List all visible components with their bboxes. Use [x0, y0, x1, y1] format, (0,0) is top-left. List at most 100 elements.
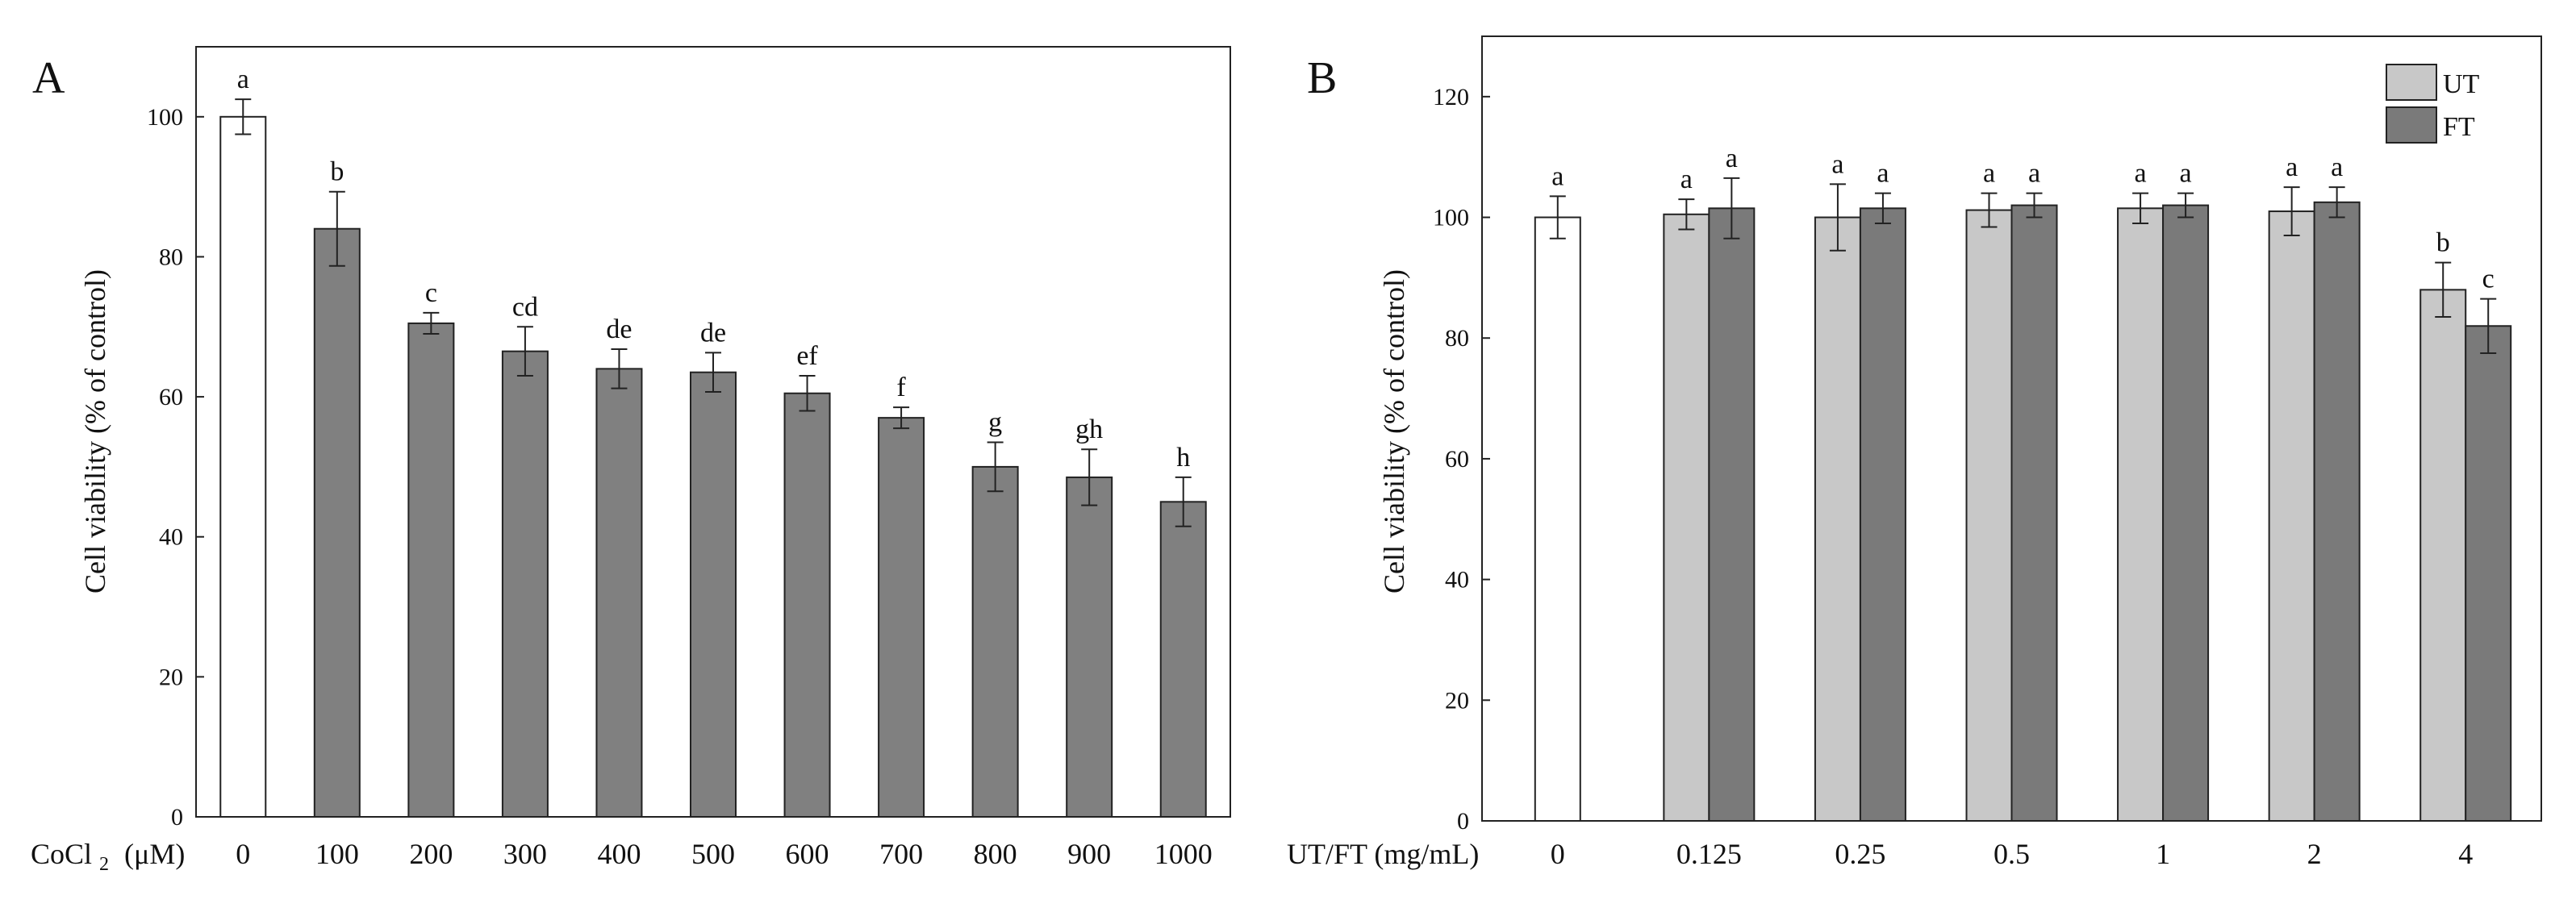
panel-b-bar-ut — [2419, 289, 2467, 822]
panel-b-x-tick-label: 2 — [2307, 838, 2322, 870]
panel-a-bar — [971, 465, 1019, 818]
panel-a-error-bar — [235, 98, 252, 135]
legend-swatch-ft — [2386, 106, 2437, 144]
panel-b-bar-ft — [2162, 204, 2210, 822]
panel-b-bar-ut — [1814, 216, 1861, 822]
panel-b-error-bar-ut — [1829, 183, 1846, 252]
panel-a-significance-label: b — [330, 157, 344, 187]
panel-b-x-tick-label: 4 — [2458, 838, 2473, 870]
panel-b-significance-label-ut: a — [1831, 149, 1843, 179]
panel-a: A Cell viability (% of control) CoCl 2 (… — [31, 46, 1231, 877]
panel-b-significance-label-ft: a — [1877, 159, 1889, 189]
panel-b-control-error-bar — [1549, 195, 1566, 239]
panel-b-significance-label-ft: a — [1726, 144, 1738, 173]
panel-b-significance-label-ut: a — [1983, 159, 1995, 189]
panel-b-control-significance-label: a — [1551, 161, 1564, 191]
panel-b-significance-label-ut: a — [1680, 164, 1693, 194]
panel-b-y-ticks: 0 20 40 60 80 100 120 — [1433, 84, 1490, 835]
panel-b-control-bar — [1534, 216, 1581, 822]
panel-a-bar — [595, 368, 643, 818]
panel-b-y-tick-label: 60 — [1445, 446, 1469, 473]
panel-b-significance-label-ft: a — [2331, 152, 2343, 182]
panel-a-significance-label: h — [1176, 443, 1190, 473]
panel-a-error-bar — [516, 326, 533, 377]
panel-a-error-bar — [893, 406, 910, 430]
panel-b-bar-ut — [1965, 209, 2013, 822]
panel-a-x-axis-label-main: CoCl — [31, 838, 92, 870]
panel-a-bar — [783, 392, 831, 818]
panel-a-bar — [313, 227, 361, 818]
panel-a-x-ticks: 0 100 200 300 400 500 600 700 800 900 1000 — [236, 838, 1212, 870]
panel-b-significance-label-ut: b — [2436, 228, 2450, 258]
panel-a-bar — [407, 322, 455, 818]
legend-label-ut: UT — [2443, 69, 2480, 99]
panel-b-significance-label-ft: a — [2028, 159, 2040, 189]
panel-a-bar — [1159, 501, 1207, 818]
panel-a-y-tick-label: 100 — [147, 104, 183, 131]
panel-b-x-tick-label: 0.125 — [1676, 838, 1742, 870]
panel-a-x-axis-label-subscript: 2 — [99, 854, 109, 875]
panel-b-bar-ut — [1663, 213, 1710, 822]
panel-a-bars: a b c cd de de ef f g gh h — [219, 65, 1207, 818]
panel-a-x-axis-label-unit: (μM) — [124, 838, 185, 870]
panel-b-y-tick-label: 40 — [1445, 567, 1469, 593]
panel-b-x-tick-label: 0.5 — [1994, 838, 2030, 870]
panel-a-bar — [1066, 476, 1113, 818]
panel-a-bar — [878, 417, 925, 818]
panel-b-error-bar-ut — [2435, 261, 2452, 319]
panel-b-error-bar-ft — [2177, 192, 2194, 219]
panel-b-bar-ut — [2268, 210, 2315, 822]
panel-a-x-tick-label: 700 — [879, 838, 923, 870]
panel-b-error-bar-ut — [1678, 198, 1695, 231]
panel-a-y-axis-label: Cell viability (% of control) — [79, 269, 111, 593]
panel-b-error-bar-ut — [2283, 186, 2300, 236]
panel-a-x-tick-label: 400 — [597, 838, 641, 870]
panel-a-significance-label: c — [425, 278, 437, 308]
panel-b-x-axis-label: UT/FT (mg/mL) — [1287, 838, 1479, 870]
panel-b-bar-ut — [2117, 207, 2165, 822]
panel-b-x-ticks: 0 0.125 0.25 0.5 1 2 4 — [1551, 838, 2473, 870]
panel-a-y-tick-label: 40 — [159, 524, 183, 551]
panel-a-y-tick-label: 60 — [159, 384, 183, 410]
panel-a-error-bar — [1081, 448, 1098, 506]
panel-b-error-bar-ft — [1874, 192, 1891, 225]
panel-b-significance-label-ft: c — [2482, 264, 2495, 294]
panel-b-error-bar-ft — [1723, 177, 1740, 239]
panel-b-error-bar-ut — [1981, 192, 1998, 228]
panel-a-bar — [219, 115, 267, 818]
panel-a-significance-label: ef — [796, 341, 818, 371]
panel-a-x-tick-label: 100 — [315, 838, 359, 870]
panel-a-error-bar — [423, 311, 440, 335]
panel-a-y-tick-label: 20 — [159, 664, 183, 690]
panel-a-error-bar — [987, 441, 1004, 493]
panel-a-error-bar — [1175, 476, 1192, 527]
panel-a-significance-label: de — [606, 314, 632, 344]
panel-a-x-tick-label: 200 — [409, 838, 453, 870]
panel-a-x-tick-label: 0 — [236, 838, 250, 870]
panel-b: B Cell viability (% of control) UT/FT (m… — [1287, 35, 2542, 870]
panel-a-x-tick-label: 900 — [1067, 838, 1111, 870]
panel-a-error-bar — [799, 375, 816, 412]
panel-a-y-tick-label: 80 — [159, 244, 183, 270]
panel-b-x-tick-label: 0 — [1551, 838, 1565, 870]
panel-a-y-ticks: 0 20 40 60 80 100 — [147, 104, 204, 831]
panel-a-significance-label: gh — [1075, 414, 1103, 444]
panel-b-bar-ft — [2465, 325, 2512, 822]
panel-a-error-bar — [328, 190, 345, 267]
panel-b-significance-label-ut: a — [2135, 159, 2147, 189]
panel-b-error-bar-ft — [2480, 298, 2497, 354]
panel-b-y-tick-label: 120 — [1433, 84, 1469, 110]
panel-a-y-tick-label: 0 — [171, 804, 183, 831]
panel-a-significance-label: g — [988, 408, 1002, 438]
panel-b-significance-label-ut: a — [2286, 152, 2298, 182]
panel-a-x-axis-label: CoCl 2 (μM) — [31, 838, 185, 877]
panel-a-significance-label: a — [237, 65, 249, 94]
panel-a-label: A — [32, 53, 65, 103]
legend-label-ft: FT — [2443, 112, 2475, 142]
panel-a-bar — [501, 350, 549, 818]
panel-b-y-tick-label: 0 — [1457, 808, 1469, 835]
panel-b-bar-ft — [1708, 207, 1756, 822]
panel-a-significance-label: de — [700, 318, 726, 348]
panel-b-bar-ft — [1859, 207, 1906, 822]
panel-a-x-tick-label: 500 — [691, 838, 735, 870]
